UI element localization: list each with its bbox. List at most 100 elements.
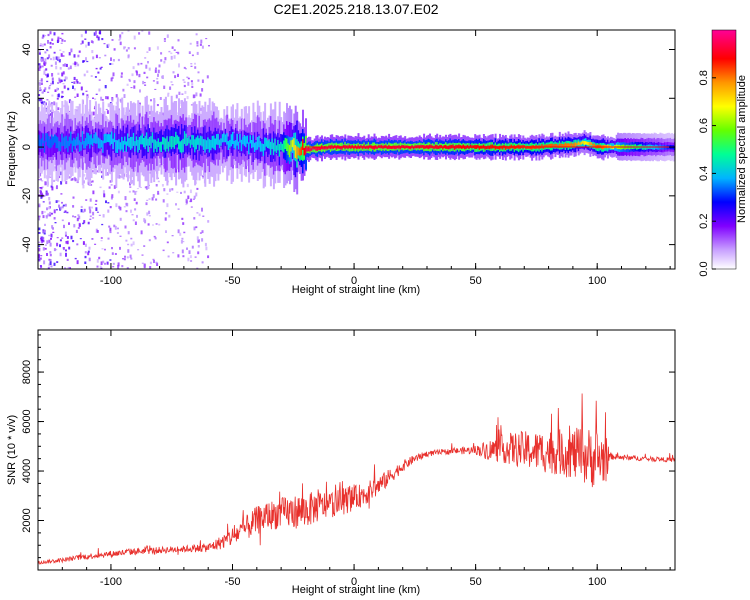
heatmap-cell bbox=[67, 140, 70, 153]
noise-speckle bbox=[49, 31, 52, 35]
noise-speckle bbox=[38, 215, 41, 218]
noise-speckle bbox=[196, 44, 199, 47]
noise-speckle bbox=[170, 81, 173, 83]
heatmap-cell bbox=[68, 136, 71, 147]
heatmap-cell bbox=[147, 138, 150, 152]
heatmap-cell bbox=[385, 144, 388, 149]
heatmap-cell bbox=[484, 146, 487, 150]
noise-speckle bbox=[98, 256, 101, 260]
noise-speckle bbox=[110, 57, 112, 61]
heatmap-cell bbox=[274, 138, 277, 152]
noise-speckle bbox=[67, 87, 70, 91]
noise-speckle bbox=[38, 98, 41, 102]
noise-speckle bbox=[55, 209, 58, 211]
noise-speckle bbox=[74, 96, 77, 98]
noise-speckle bbox=[43, 43, 46, 46]
noise-speckle bbox=[168, 214, 171, 218]
heatmap-cell bbox=[312, 146, 315, 150]
noise-speckle bbox=[46, 253, 48, 256]
noise-speckle bbox=[117, 264, 120, 269]
noise-speckle bbox=[136, 71, 138, 76]
heatmap-cell bbox=[253, 142, 256, 153]
heatmap-cell bbox=[227, 141, 230, 150]
noise-speckle bbox=[197, 251, 200, 255]
noise-speckle bbox=[140, 230, 143, 235]
noise-speckle bbox=[147, 223, 150, 226]
heatmap-cell bbox=[267, 140, 269, 148]
noise-speckle bbox=[86, 60, 89, 63]
noise-speckle bbox=[44, 35, 47, 37]
noise-speckle bbox=[170, 52, 173, 55]
heatmap-cell bbox=[109, 134, 112, 146]
noise-speckle bbox=[78, 82, 81, 84]
noise-speckle bbox=[99, 67, 102, 70]
heatmap-cell bbox=[283, 140, 286, 153]
noise-speckle bbox=[119, 206, 122, 211]
heatmap-cell bbox=[205, 140, 208, 150]
noise-speckle bbox=[156, 77, 159, 80]
noise-speckle bbox=[109, 180, 112, 183]
heatmap-cell bbox=[61, 132, 64, 161]
heatmap-cell bbox=[39, 139, 42, 150]
noise-speckle bbox=[96, 265, 99, 268]
noise-speckle bbox=[58, 59, 61, 63]
noise-speckle bbox=[57, 38, 60, 42]
noise-speckle bbox=[77, 63, 80, 67]
noise-speckle bbox=[53, 217, 56, 220]
noise-speckle bbox=[201, 207, 203, 212]
noise-speckle bbox=[181, 249, 184, 254]
heatmap-cell bbox=[560, 143, 563, 147]
noise-speckle bbox=[75, 62, 78, 65]
noise-speckle bbox=[117, 227, 119, 230]
heatmap-cell bbox=[566, 143, 569, 147]
noise-speckle bbox=[178, 63, 180, 68]
noise-speckle bbox=[188, 115, 191, 119]
noise-speckle bbox=[95, 207, 98, 211]
noise-speckle bbox=[95, 67, 98, 70]
noise-speckle bbox=[105, 108, 108, 110]
heatmap-cell bbox=[485, 146, 488, 150]
noise-speckle bbox=[99, 30, 102, 35]
heatmap-cell bbox=[188, 135, 191, 144]
noise-speckle bbox=[183, 81, 186, 83]
noise-speckle bbox=[190, 80, 193, 83]
heatmap-cell bbox=[186, 137, 189, 155]
heatmap-cell bbox=[240, 139, 243, 152]
noise-speckle bbox=[169, 188, 171, 192]
noise-speckle bbox=[53, 32, 56, 36]
heatmap-cell bbox=[115, 140, 118, 153]
chart-title: C2E1.2025.218.13.07.E02 bbox=[273, 1, 438, 17]
noise-speckle bbox=[145, 64, 148, 69]
noise-speckle bbox=[43, 211, 46, 213]
heatmap-cell bbox=[102, 140, 105, 153]
heatmap-cell bbox=[440, 145, 443, 148]
noise-speckle bbox=[75, 106, 78, 109]
noise-speckle bbox=[186, 183, 189, 188]
heatmap-cell bbox=[433, 146, 436, 150]
heatmap-cell bbox=[148, 137, 151, 146]
heatmap-cell bbox=[278, 144, 281, 157]
heatmap-cell bbox=[372, 145, 375, 150]
y-tick-label: 2000 bbox=[21, 508, 33, 532]
noise-speckle bbox=[85, 44, 88, 48]
heatmap-cell bbox=[363, 144, 366, 149]
noise-speckle bbox=[39, 257, 42, 260]
noise-speckle bbox=[38, 203, 40, 206]
heatmap-cell bbox=[510, 144, 513, 149]
noise-speckle bbox=[49, 85, 52, 87]
noise-speckle bbox=[43, 69, 46, 72]
heatmap-cell bbox=[194, 139, 197, 153]
noise-speckle bbox=[44, 244, 47, 246]
heatmap-cell bbox=[134, 141, 137, 152]
noise-speckle bbox=[180, 191, 182, 194]
heatmap-cell bbox=[478, 145, 481, 150]
spectrogram-frame bbox=[37, 29, 676, 270]
heatmap-cell bbox=[552, 144, 555, 147]
noise-speckle bbox=[186, 247, 188, 250]
noise-speckle bbox=[116, 232, 119, 234]
heatmap-cell bbox=[128, 138, 131, 148]
heatmap-cell bbox=[271, 138, 274, 163]
noise-speckle bbox=[122, 88, 125, 92]
x-tick-label: -50 bbox=[225, 275, 241, 287]
noise-speckle bbox=[208, 45, 210, 47]
